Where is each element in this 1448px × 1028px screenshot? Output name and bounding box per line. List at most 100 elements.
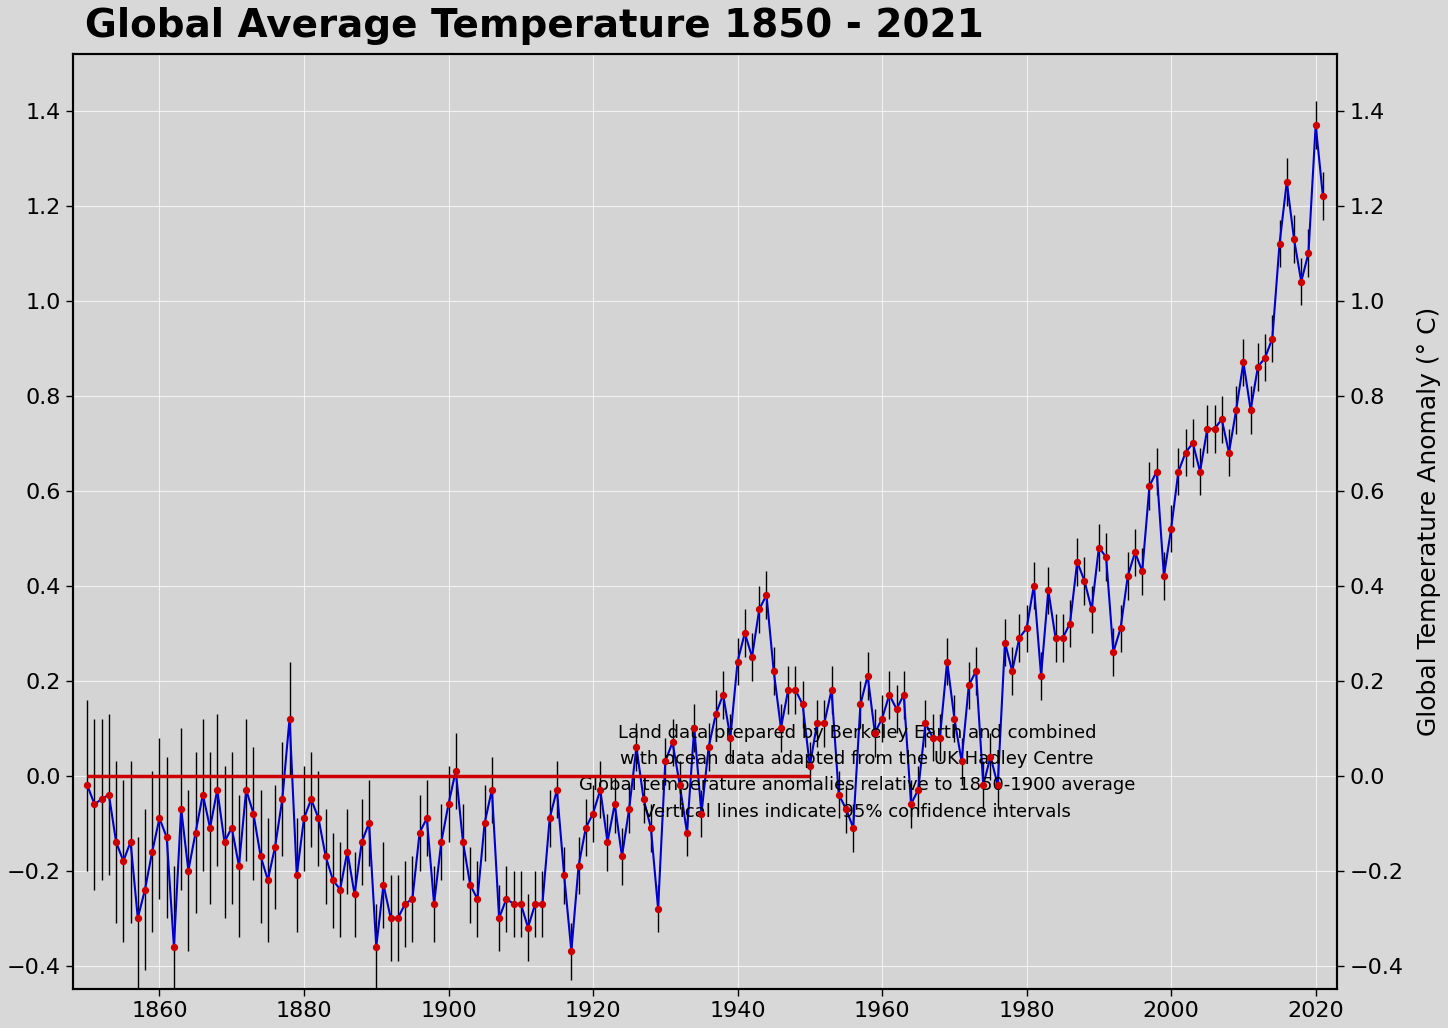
Point xyxy=(575,819,598,836)
Point xyxy=(227,857,251,874)
Point xyxy=(849,696,872,712)
Point xyxy=(611,848,634,865)
Point xyxy=(198,819,222,836)
Point xyxy=(914,715,937,732)
Point xyxy=(776,682,799,698)
Point xyxy=(1247,359,1270,375)
Point xyxy=(1305,116,1328,133)
Point xyxy=(162,939,185,955)
Point xyxy=(307,810,330,827)
Point xyxy=(560,943,584,959)
Point xyxy=(1095,549,1118,565)
Point xyxy=(957,677,980,694)
Point xyxy=(466,891,489,908)
Point xyxy=(1189,464,1212,480)
Point xyxy=(769,720,792,736)
Point xyxy=(148,810,171,827)
Point xyxy=(597,834,620,850)
Point xyxy=(416,810,439,827)
Point xyxy=(626,739,649,756)
Point xyxy=(711,687,734,703)
Point xyxy=(423,895,446,912)
Point xyxy=(1290,273,1313,290)
Point xyxy=(1312,188,1335,205)
Point xyxy=(184,824,207,841)
Point xyxy=(111,853,135,870)
Point xyxy=(863,725,886,741)
Point xyxy=(531,895,555,912)
Point xyxy=(754,587,778,603)
Point xyxy=(350,834,374,850)
Point xyxy=(604,796,627,812)
Point xyxy=(943,710,966,727)
Point xyxy=(1239,402,1263,418)
Point xyxy=(278,710,301,727)
Point xyxy=(249,848,272,865)
Point xyxy=(1138,478,1161,494)
Point xyxy=(242,805,265,821)
Point xyxy=(972,777,995,794)
Point xyxy=(791,696,814,712)
Text: Land data prepared by Berkeley Earth and combined
with ocean data adapted from t: Land data prepared by Berkeley Earth and… xyxy=(579,724,1135,820)
Point xyxy=(639,819,662,836)
Point xyxy=(1174,444,1197,461)
Point xyxy=(1109,620,1132,636)
Point xyxy=(235,781,258,798)
Point xyxy=(1058,616,1082,632)
Point xyxy=(589,781,613,798)
Point xyxy=(1008,629,1031,646)
Point xyxy=(950,754,973,770)
Point xyxy=(1015,620,1038,636)
Point xyxy=(618,801,641,817)
Point xyxy=(899,796,922,812)
Point xyxy=(568,857,591,874)
Point xyxy=(169,801,193,817)
Point xyxy=(834,801,857,817)
Point xyxy=(372,877,395,893)
Point xyxy=(1116,567,1140,584)
Point xyxy=(870,710,893,727)
Point xyxy=(935,654,959,670)
Point xyxy=(264,839,287,855)
Point xyxy=(827,786,850,803)
Point xyxy=(437,796,460,812)
Point xyxy=(1001,663,1024,680)
Point xyxy=(885,701,908,718)
Point xyxy=(539,810,562,827)
Point xyxy=(1232,354,1255,370)
Point xyxy=(292,810,316,827)
Point xyxy=(856,667,879,684)
Point xyxy=(1073,573,1096,589)
Point xyxy=(696,739,720,756)
Point xyxy=(762,663,785,680)
Point xyxy=(517,919,540,935)
Point xyxy=(1167,464,1190,480)
Point xyxy=(83,796,106,812)
Point xyxy=(365,939,388,955)
Point xyxy=(155,829,178,845)
Point xyxy=(321,872,345,888)
Point xyxy=(401,891,424,908)
Point xyxy=(1044,629,1067,646)
Point xyxy=(631,792,654,808)
Point xyxy=(747,601,770,618)
Point xyxy=(1051,629,1074,646)
Point xyxy=(387,910,410,926)
Point xyxy=(1225,402,1248,418)
Point xyxy=(1160,520,1183,537)
Point xyxy=(798,758,821,774)
Point xyxy=(1022,578,1045,594)
Point xyxy=(783,682,807,698)
Point xyxy=(1182,435,1205,451)
Point xyxy=(452,834,475,850)
Point xyxy=(495,891,518,908)
Point xyxy=(582,805,605,821)
Point xyxy=(546,781,569,798)
Point xyxy=(1087,540,1111,556)
Point xyxy=(75,777,98,794)
Point xyxy=(1276,174,1299,190)
Y-axis label: Global Temperature Anomaly (° C): Global Temperature Anomaly (° C) xyxy=(1418,306,1441,736)
Point xyxy=(1124,544,1147,560)
Point xyxy=(725,654,749,670)
Point xyxy=(1203,420,1226,437)
